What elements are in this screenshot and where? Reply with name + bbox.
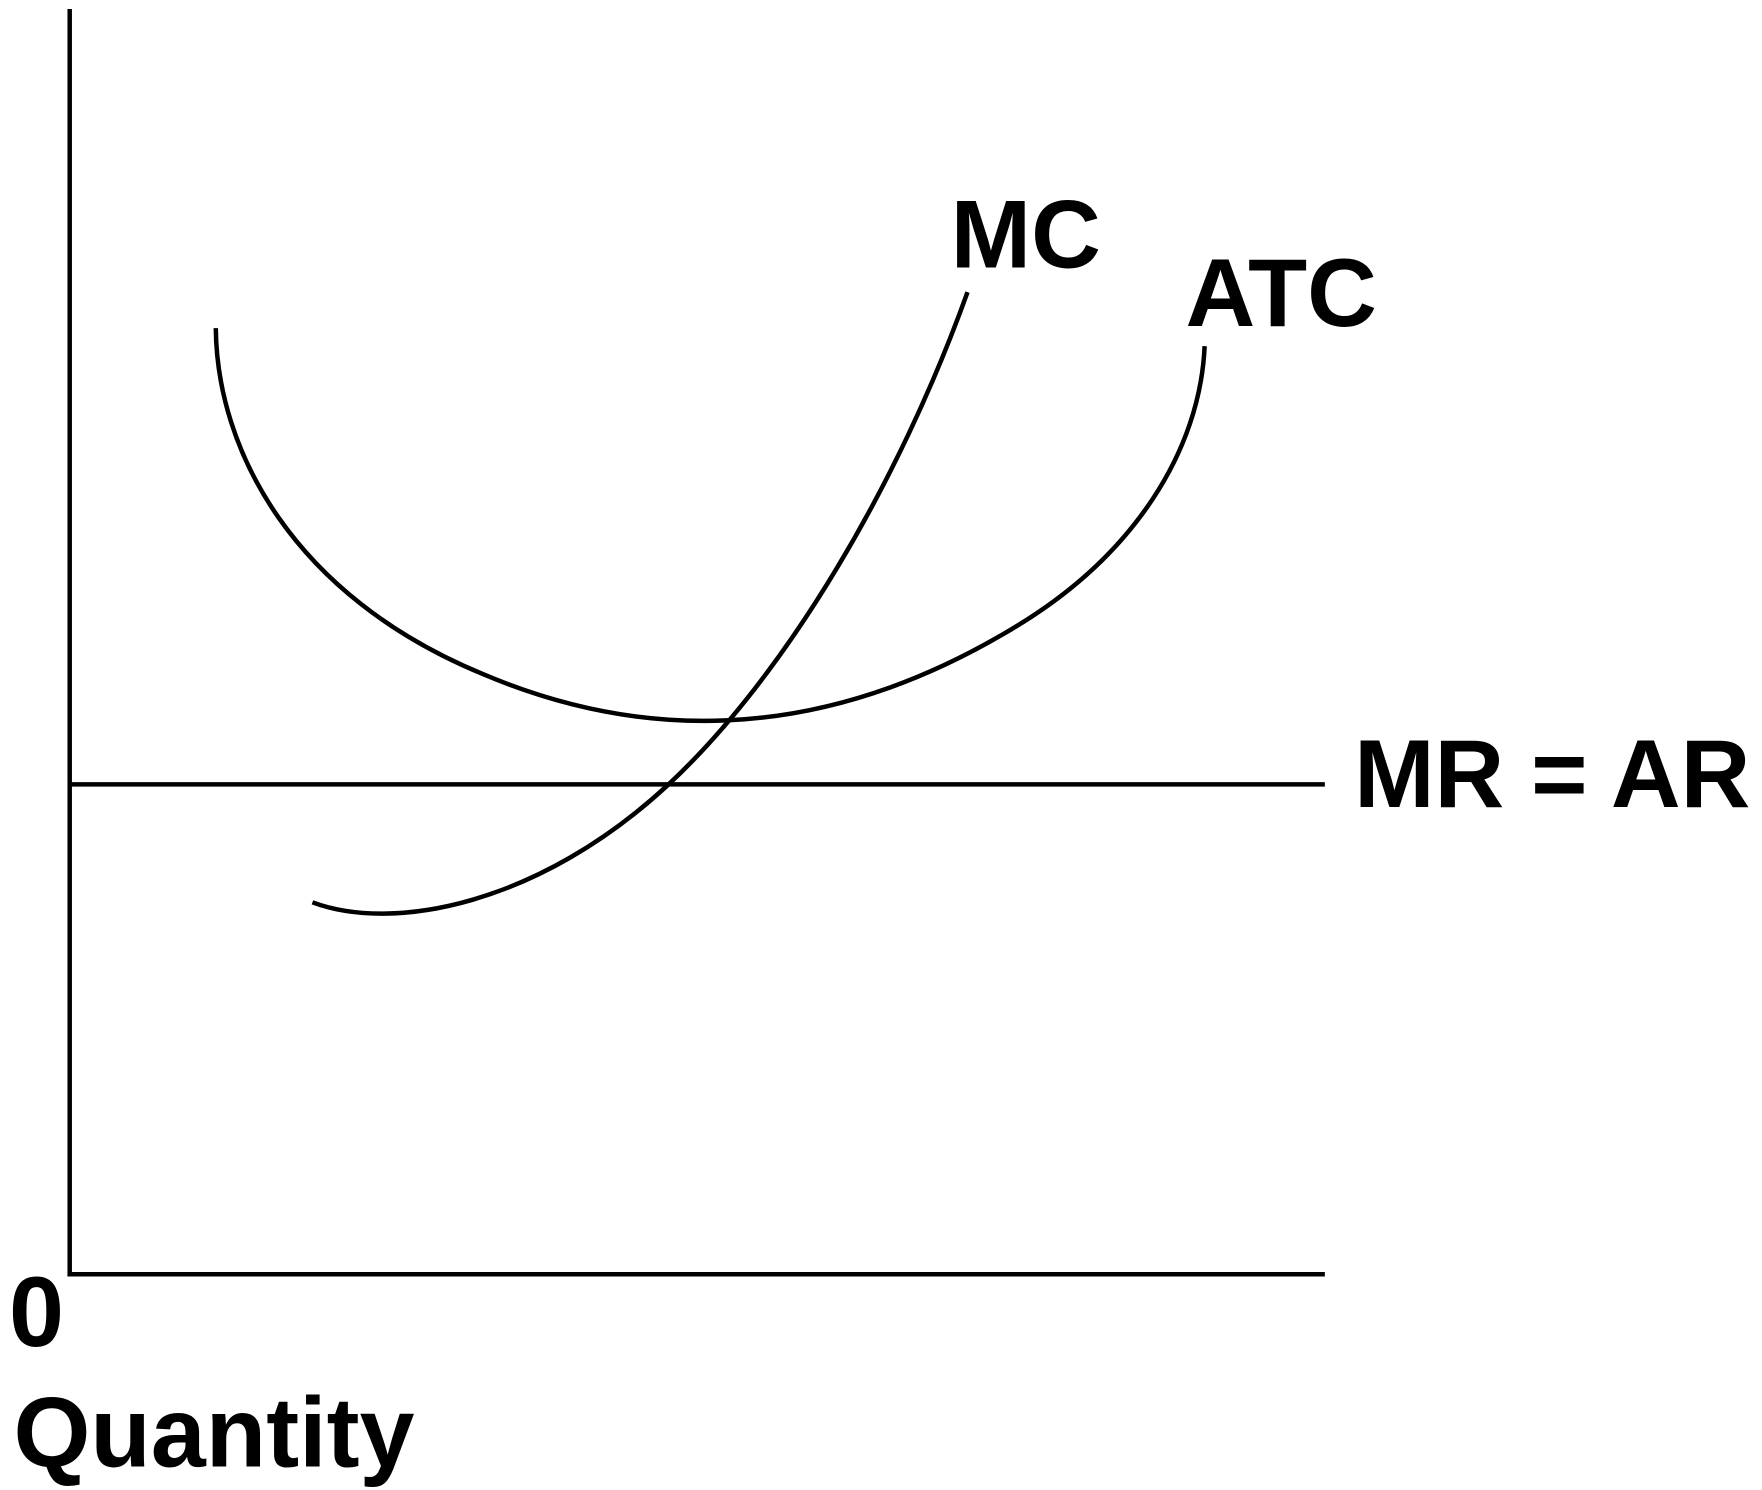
atc-curve	[213, 328, 1207, 724]
mr-label: MR = AR	[1354, 721, 1750, 828]
mc-label: MC	[951, 181, 1101, 288]
origin-label: 0	[9, 1256, 64, 1367]
x-axis-label: Quantity	[14, 1376, 415, 1487]
mc-curve	[311, 291, 970, 916]
atc-label: ATC	[1186, 240, 1377, 347]
